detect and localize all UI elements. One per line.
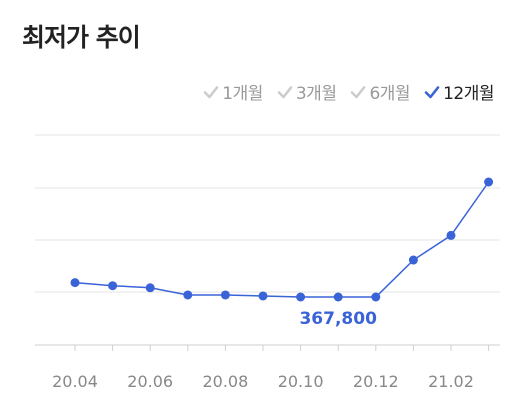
period-1-month[interactable]: 1개월 [203,79,263,104]
chart-title: 최저가 추이 [22,23,141,52]
data-point [446,230,456,240]
check-icon [277,85,293,98]
price-series-line [74,181,490,298]
data-point [333,292,343,302]
check-icon [424,85,440,98]
period-selector: 1개월 3개월 6개월 12개월 [203,79,494,104]
data-point [220,290,230,300]
period-3-months[interactable]: 3개월 [277,79,337,104]
data-point [70,278,80,288]
check-icon [351,85,366,98]
x-tick-label: 20.06 [127,372,173,391]
data-point [145,283,155,293]
period-6-months[interactable]: 6개월 [350,79,411,104]
period-label: 1개월 [222,84,263,104]
data-point [183,290,193,300]
data-point [371,292,381,302]
lowest-price-label: 367,800 [299,309,377,329]
data-point [108,281,118,291]
x-tick-label: 20.08 [202,372,248,391]
period-label: 3개월 [295,84,337,104]
data-point [484,177,494,187]
period-12-months[interactable]: 12개월 [424,79,494,104]
x-tick-label: 21.02 [428,372,474,391]
period-label: 12개월 [443,84,494,104]
x-tick-label: 20.12 [353,372,399,391]
x-tick-label: 20.10 [278,372,324,391]
data-point [408,255,418,265]
period-label: 6개월 [369,84,411,104]
check-icon [203,85,219,98]
data-point [296,292,306,302]
x-tick-label: 20.04 [52,372,98,391]
data-point [258,291,268,301]
